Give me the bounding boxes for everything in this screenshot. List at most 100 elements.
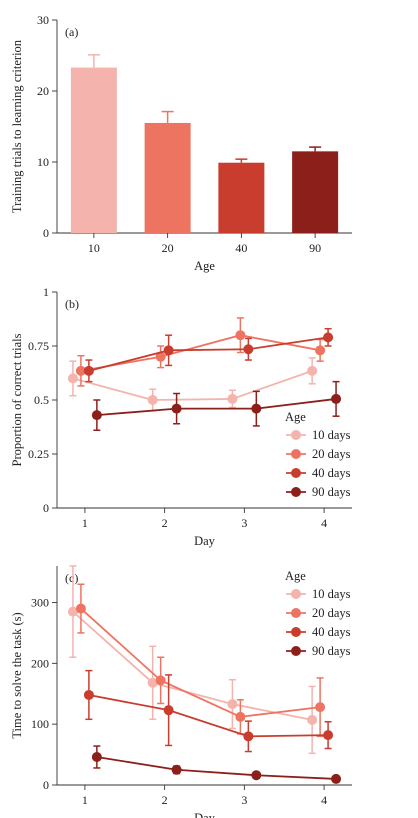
x-axis-label: Day <box>194 534 216 548</box>
data-point <box>155 351 166 362</box>
data-point <box>91 752 102 763</box>
legend-entry: 20 days <box>312 447 351 461</box>
data-point <box>331 773 342 784</box>
panel-b: (b) 0 0.25 0.5 0.75 1 Proportion of correct tr… <box>10 285 352 548</box>
series-90-days <box>91 380 342 431</box>
x-tick-label: 1 <box>82 516 88 530</box>
legend-title: Age <box>285 410 306 424</box>
series-40-days <box>83 669 334 753</box>
x-tick-label: 2 <box>162 516 168 530</box>
panel-label: (c) <box>65 571 78 585</box>
legend-marker <box>291 468 301 478</box>
data-point <box>323 730 334 741</box>
panel-label: (b) <box>65 297 79 311</box>
y-tick-label: 0 <box>43 778 49 792</box>
x-tick-label: 90 <box>309 241 321 255</box>
data-point <box>243 344 254 355</box>
data-point <box>155 675 166 686</box>
data-point <box>147 395 158 405</box>
x-tick-label: 3 <box>241 793 247 807</box>
y-tick-label: 30 <box>37 13 49 27</box>
data-point <box>315 702 326 713</box>
x-tick-label: 4 <box>321 793 327 807</box>
data-point <box>91 410 102 421</box>
data-point <box>67 606 78 617</box>
series-line <box>80 334 321 372</box>
bar-20 <box>144 122 191 233</box>
y-tick-label: 200 <box>31 656 49 670</box>
data-point <box>171 403 182 414</box>
data-point <box>307 714 318 725</box>
data-point <box>243 731 254 742</box>
data-point <box>83 689 94 700</box>
bar-90 <box>292 151 339 233</box>
x-axis-label: Age <box>194 259 215 273</box>
series-40-days <box>83 327 334 383</box>
data-point <box>331 393 342 404</box>
legend-entry: 20 days <box>312 606 351 620</box>
data-point <box>163 705 174 716</box>
y-axis-label: Training trials to learning criterion <box>10 39 24 213</box>
x-tick-label: 20 <box>162 241 174 255</box>
y-tick-label: 0 <box>43 501 49 515</box>
series-line <box>72 610 313 721</box>
series-10-days <box>67 357 318 412</box>
data-point <box>83 365 94 376</box>
data-point <box>227 699 238 710</box>
data-point <box>251 403 262 414</box>
data-point <box>251 770 262 781</box>
x-tick-label: 2 <box>162 793 168 807</box>
y-tick-label: 300 <box>31 596 49 610</box>
data-point <box>75 603 86 614</box>
data-point <box>323 332 334 343</box>
x-tick-label: 1 <box>82 793 88 807</box>
panel-c: (c) 0 100 200 300 Time to solve the task (s) 1… <box>10 565 352 818</box>
x-axis-label: Day <box>194 811 216 818</box>
y-tick-label: 10 <box>37 155 49 169</box>
data-point <box>171 764 182 775</box>
data-point <box>67 373 78 384</box>
x-tick-label: 10 <box>88 241 100 255</box>
legend-marker <box>291 608 301 618</box>
data-point <box>227 393 238 404</box>
y-tick-label: 100 <box>31 717 49 731</box>
series-line <box>72 369 313 401</box>
legend-title: Age <box>285 569 306 583</box>
legend-marker <box>291 487 301 497</box>
legend-marker <box>291 449 301 459</box>
legend-entry: 40 days <box>312 625 351 639</box>
y-tick-label: 1 <box>43 285 49 299</box>
legend-marker <box>291 589 301 599</box>
bar-10 <box>70 67 117 233</box>
data-point <box>75 365 86 376</box>
legend-entry: 10 days <box>312 428 351 442</box>
data-point <box>315 345 326 356</box>
series-90-days <box>91 745 342 784</box>
series-10-days <box>67 565 318 755</box>
legend: Age 10 days 20 days 40 days 90 days <box>285 569 351 658</box>
y-tick-label: 20 <box>37 84 49 98</box>
x-tick-label: 3 <box>241 516 247 530</box>
series-line <box>80 607 321 718</box>
y-tick-label: 0.5 <box>34 393 49 407</box>
legend-marker <box>291 646 301 656</box>
y-tick-label: 0 <box>43 226 49 240</box>
y-axis-label: Proportion of correct trials <box>10 333 24 466</box>
series-line <box>96 756 337 780</box>
data-point <box>235 711 246 722</box>
x-tick-label: 40 <box>235 241 247 255</box>
y-axis-label: Time to solve the task (s) <box>10 612 24 738</box>
panel-a: (a) 0 10 20 30 Training trials to learning cr… <box>10 13 352 273</box>
data-point <box>163 345 174 356</box>
data-point <box>235 330 246 341</box>
series-line <box>88 694 329 738</box>
legend-entry: 90 days <box>312 485 351 499</box>
bar-40 <box>218 162 265 233</box>
legend-entry: 10 days <box>312 587 351 601</box>
y-tick-label: 0.75 <box>28 339 49 353</box>
series-line <box>88 336 329 372</box>
series-20-days <box>75 317 326 387</box>
data-point <box>147 677 158 688</box>
panel-label: (a) <box>65 25 78 39</box>
y-tick-label: 0.25 <box>28 447 49 461</box>
